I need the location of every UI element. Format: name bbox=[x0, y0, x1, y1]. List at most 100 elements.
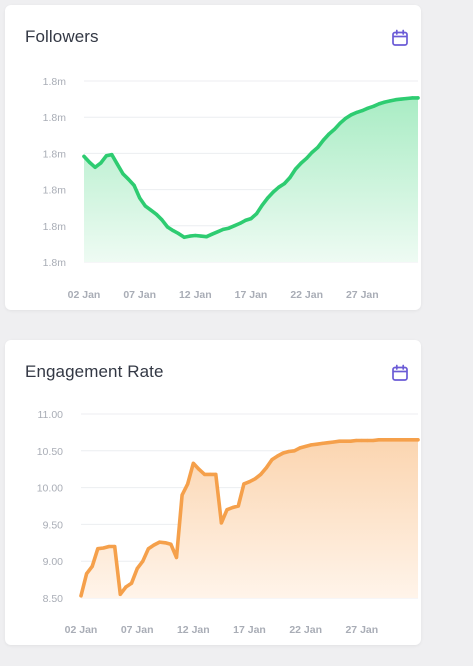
data-point bbox=[281, 451, 285, 455]
data-point bbox=[360, 438, 364, 443]
data-point bbox=[310, 150, 314, 154]
data-point bbox=[349, 113, 353, 117]
data-point bbox=[174, 555, 179, 560]
data-point bbox=[242, 482, 246, 486]
x-tick-label: 27 Jan bbox=[345, 624, 378, 636]
engagement-title: Engagement Rate bbox=[25, 362, 164, 381]
data-point bbox=[266, 196, 270, 200]
data-point bbox=[393, 438, 398, 442]
data-point bbox=[154, 212, 158, 216]
data-point bbox=[118, 592, 122, 596]
followers-title: Followers bbox=[25, 27, 99, 46]
data-point bbox=[238, 221, 242, 225]
y-tick-label: 1.8m bbox=[43, 76, 67, 88]
data-point bbox=[208, 472, 212, 476]
data-point bbox=[247, 480, 252, 484]
data-point bbox=[129, 581, 134, 585]
y-tick-label: 11.00 bbox=[38, 409, 64, 421]
data-point bbox=[188, 234, 192, 238]
y-tick-label: 1.8m bbox=[43, 221, 67, 233]
data-point bbox=[121, 172, 125, 176]
data-point bbox=[377, 102, 381, 106]
data-point bbox=[343, 439, 347, 443]
x-tick-label: 02 Jan bbox=[65, 624, 98, 636]
x-tick-label: 07 Jan bbox=[121, 624, 154, 636]
x-tick-label: 27 Jan bbox=[346, 289, 379, 301]
series-area bbox=[84, 97, 418, 263]
data-point bbox=[231, 505, 235, 510]
data-point bbox=[203, 472, 207, 476]
data-point bbox=[332, 440, 336, 444]
data-point bbox=[260, 203, 264, 207]
data-point bbox=[165, 225, 170, 229]
data-point bbox=[288, 175, 292, 180]
data-point bbox=[232, 224, 236, 228]
data-point bbox=[315, 442, 319, 446]
data-point bbox=[236, 504, 240, 508]
data-point bbox=[193, 233, 197, 238]
data-point bbox=[149, 208, 153, 212]
data-point bbox=[304, 444, 308, 448]
x-tick-label: 02 Jan bbox=[68, 289, 101, 301]
calendar-icon[interactable] bbox=[391, 29, 409, 47]
data-point bbox=[354, 438, 358, 443]
y-tick-label: 8.50 bbox=[43, 593, 64, 605]
data-point bbox=[88, 160, 92, 164]
data-point bbox=[104, 154, 108, 158]
data-point bbox=[365, 438, 369, 443]
data-point bbox=[82, 154, 86, 158]
x-tick-label: 22 Jan bbox=[289, 624, 322, 636]
data-point bbox=[271, 190, 275, 194]
data-point bbox=[186, 482, 190, 486]
y-tick-label: 1.8m bbox=[43, 257, 67, 269]
data-point bbox=[225, 508, 229, 512]
data-point bbox=[214, 472, 218, 476]
data-point bbox=[416, 438, 420, 442]
data-point bbox=[93, 165, 97, 169]
data-point bbox=[110, 153, 114, 157]
data-point bbox=[371, 438, 375, 443]
data-point bbox=[327, 132, 331, 136]
data-point bbox=[141, 559, 145, 563]
engagement-card: 8.50 9.00 9.50 10.00 10.50 11.00 02 Jan 07 Jan 1… bbox=[5, 340, 421, 645]
calendar-icon[interactable] bbox=[391, 364, 409, 382]
data-point bbox=[219, 521, 223, 525]
y-tick-label: 1.8m bbox=[43, 185, 67, 197]
data-point bbox=[410, 96, 414, 100]
data-point bbox=[366, 106, 370, 110]
data-point bbox=[199, 234, 203, 238]
data-point bbox=[158, 540, 162, 544]
data-point bbox=[344, 116, 348, 120]
data-point bbox=[287, 449, 291, 454]
data-point bbox=[399, 438, 403, 442]
data-point bbox=[113, 544, 117, 549]
data-point bbox=[182, 235, 186, 239]
data-point bbox=[337, 439, 341, 443]
data-point bbox=[124, 585, 128, 589]
data-point bbox=[99, 161, 103, 165]
data-point bbox=[152, 543, 156, 547]
data-point bbox=[410, 438, 414, 442]
data-point bbox=[309, 443, 313, 447]
data-point bbox=[305, 156, 309, 160]
data-point bbox=[101, 546, 106, 550]
data-point bbox=[180, 493, 184, 497]
y-tick-label: 10.50 bbox=[37, 446, 63, 458]
data-point bbox=[299, 161, 303, 165]
followers-chart: 1.8m 1.8m 1.8m 1.8m 1.8m 1.8m 02 Jan 07 Jan 12 J… bbox=[43, 76, 420, 301]
data-point bbox=[382, 438, 386, 442]
data-point bbox=[388, 99, 392, 103]
data-point bbox=[360, 109, 364, 113]
data-point bbox=[316, 145, 320, 149]
data-point bbox=[298, 446, 302, 450]
data-point bbox=[321, 138, 325, 142]
data-point bbox=[349, 439, 353, 443]
data-point bbox=[326, 441, 330, 445]
data-point bbox=[338, 121, 342, 125]
data-point bbox=[399, 97, 403, 101]
series-area bbox=[81, 439, 418, 598]
data-point bbox=[79, 594, 83, 598]
data-point bbox=[383, 100, 387, 104]
data-point bbox=[107, 544, 111, 549]
y-tick-label: 9.00 bbox=[43, 556, 64, 568]
